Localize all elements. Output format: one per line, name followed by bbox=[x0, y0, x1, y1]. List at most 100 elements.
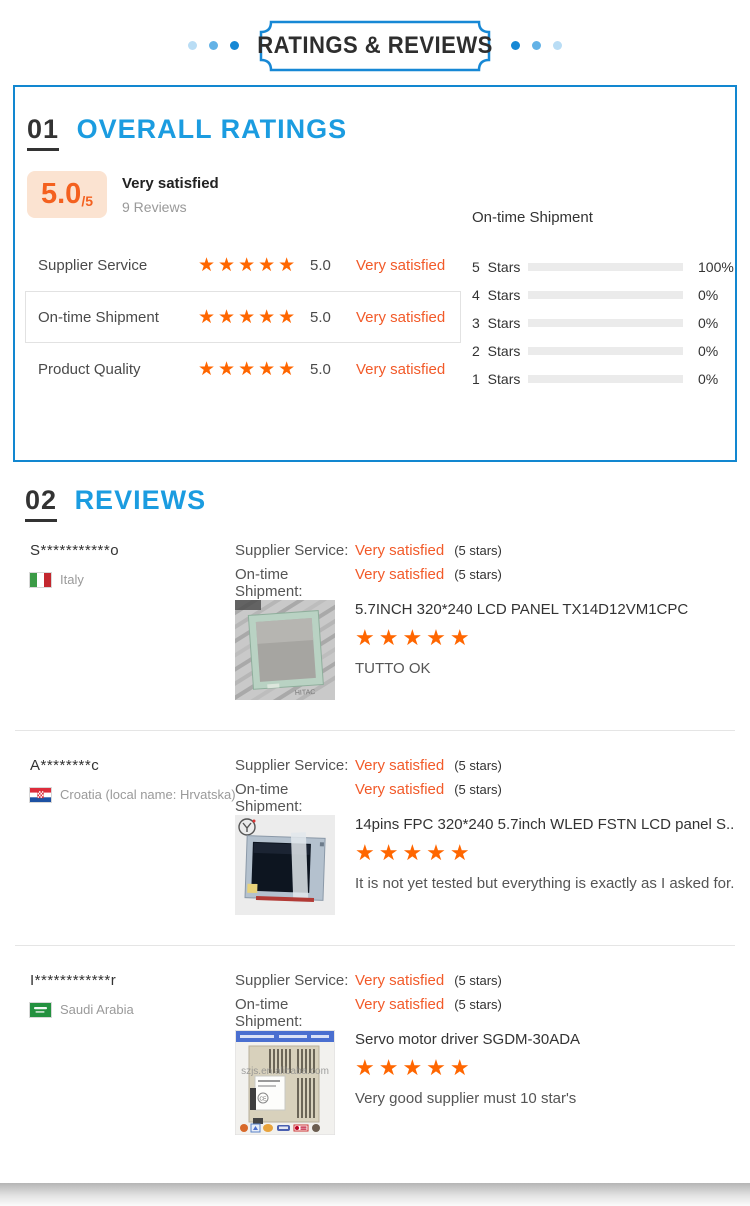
dist-percent: 100% bbox=[698, 259, 734, 275]
distribution-row-4: 4 Stars 0% bbox=[472, 281, 734, 309]
score-value: 5.0 bbox=[40, 178, 82, 210]
product-photo-lcd-panel[interactable]: HITAC bbox=[235, 600, 335, 700]
review-comment: It is not yet tested but everything is e… bbox=[355, 875, 735, 892]
overall-score-badge: 5.0 /5 bbox=[27, 171, 107, 218]
dist-bar-track bbox=[528, 263, 683, 271]
section-name: OVERALL RATINGS bbox=[76, 114, 348, 144]
dist-percent: 0% bbox=[698, 287, 719, 303]
rating-label: On-time Shipment: bbox=[235, 566, 303, 600]
dot-icon bbox=[532, 41, 541, 50]
star-distribution-panel: On-time Shipment 5 Stars 100% 4 Stars 0%… bbox=[472, 209, 734, 393]
review-item: A********c Croatia (local name: Hrvatska… bbox=[15, 731, 735, 946]
star-rating-icons: ★★★★★ bbox=[198, 254, 299, 276]
reviewer-country-row: Saudi Arabia bbox=[29, 1001, 235, 1018]
product-info: 5.7INCH 320*240 LCD PANEL TX14D12VM1CPC … bbox=[355, 600, 688, 700]
bottom-gradient-bar bbox=[0, 1183, 750, 1206]
overall-score-row: 5.0 /5 Very satisfied 9 Reviews bbox=[27, 171, 735, 218]
rating-label: On-time Shipment: bbox=[235, 781, 303, 815]
distribution-row-2: 2 Stars 0% bbox=[472, 337, 734, 365]
reviewed-product: 14pins FPC 320*240 5.7inch WLED FSTN LCD… bbox=[235, 815, 735, 915]
metric-verdict: Very satisfied bbox=[356, 360, 446, 378]
overall-ratings-panel: 01 OVERALL RATINGS 5.0 /5 Very satisfied… bbox=[13, 85, 737, 462]
distribution-row-5: 5 Stars 100% bbox=[472, 253, 734, 281]
product-photo-servo-driver[interactable]: CE szjs.en.alibaba.com bbox=[235, 1030, 335, 1135]
product-info: Servo motor driver SGDM-30ADA ★★★★★ Very… bbox=[355, 1030, 580, 1135]
dist-percent: 0% bbox=[698, 343, 719, 359]
review-body: Supplier Service: Very satisfied (5 star… bbox=[235, 542, 735, 700]
distribution-row-3: 3 Stars 0% bbox=[472, 309, 734, 337]
reviewer-name: I************r bbox=[30, 972, 117, 989]
supplier-service-line: Supplier Service: Very satisfied (5 star… bbox=[235, 972, 735, 996]
dist-bar-track bbox=[528, 347, 683, 355]
dist-percent: 0% bbox=[698, 371, 719, 387]
product-photo-lcd-module[interactable] bbox=[235, 815, 335, 915]
right-dots-decoration bbox=[511, 41, 562, 50]
italy-flag-icon bbox=[29, 571, 52, 588]
supplier-service-line: Supplier Service: Very satisfied (5 star… bbox=[235, 757, 735, 781]
product-title-link[interactable]: 5.7INCH 320*240 LCD PANEL TX14D12VM1CPC bbox=[355, 601, 689, 618]
reviewer-country: Italy bbox=[60, 572, 84, 587]
servo-driver-image-icon: CE szjs.en.alibaba.com bbox=[235, 1030, 335, 1135]
metric-score: 5.0 bbox=[310, 308, 331, 326]
distribution-title: On-time Shipment bbox=[472, 209, 593, 226]
dot-icon bbox=[230, 41, 239, 50]
lcd-module-image-icon bbox=[235, 815, 335, 915]
rating-label: On-time Shipment: bbox=[235, 996, 303, 1030]
dist-label: 5 Stars bbox=[472, 259, 521, 275]
metric-verdict: Very satisfied bbox=[356, 308, 446, 326]
reviewer-country-row: Croatia (local name: Hrvatska) bbox=[29, 786, 236, 803]
rating-value: Very satisfied bbox=[355, 542, 445, 559]
lcd-panel-image-icon: HITAC bbox=[235, 600, 335, 700]
product-title-link[interactable]: Servo motor driver SGDM-30ADA bbox=[355, 1031, 581, 1048]
rating-value: Very satisfied bbox=[355, 972, 445, 989]
metric-verdict: Very satisfied bbox=[356, 256, 446, 274]
ontime-shipment-line: On-time Shipment: Very satisfied (5 star… bbox=[235, 781, 735, 815]
rating-value: Very satisfied bbox=[355, 781, 445, 798]
distribution-row-1: 1 Stars 0% bbox=[472, 365, 734, 393]
review-comment: TUTTO OK bbox=[355, 660, 431, 677]
left-dots-decoration bbox=[188, 41, 239, 50]
section-header-ribbon: RATINGS & REVIEWS bbox=[0, 0, 750, 85]
photo-watermark: szjs.en.alibaba.com bbox=[241, 1066, 329, 1077]
metric-score: 5.0 bbox=[310, 256, 331, 274]
ontime-shipment-line: On-time Shipment: Very satisfied (5 star… bbox=[235, 996, 735, 1030]
dist-label: 2 Stars bbox=[472, 343, 521, 359]
review-comment: Very good supplier must 10 star's bbox=[355, 1090, 577, 1107]
product-info: 14pins FPC 320*240 5.7inch WLED FSTN LCD… bbox=[355, 815, 735, 915]
plaque-border-icon bbox=[259, 20, 491, 71]
reviewer-info: A********c Croatia (local name: Hrvatska… bbox=[15, 757, 236, 915]
score-denominator: /5 bbox=[81, 192, 93, 209]
reviews-heading: 02 REVIEWS bbox=[25, 484, 735, 522]
metric-label: On-time Shipment bbox=[38, 308, 159, 326]
metric-label: Supplier Service bbox=[38, 256, 148, 274]
reviewed-product: HITAC 5.7INCH 320*240 LCD PANEL TX14D12V… bbox=[235, 600, 735, 700]
rating-label: Supplier Service: bbox=[235, 542, 349, 559]
metrics-table: Supplier Service ★★★★★ 5.0 Very satisfie… bbox=[25, 239, 461, 395]
rating-note: (5 stars) bbox=[454, 997, 502, 1012]
score-verdict: Very satisfied bbox=[122, 175, 219, 192]
rating-label: Supplier Service: bbox=[235, 757, 349, 774]
dist-percent: 0% bbox=[698, 315, 719, 331]
dist-label: 1 Stars bbox=[472, 371, 521, 387]
section-name: REVIEWS bbox=[74, 485, 207, 515]
distribution-rows: 5 Stars 100% 4 Stars 0% 3 Stars 0% 2 Sta… bbox=[472, 253, 734, 393]
reviewer-country: Croatia (local name: Hrvatska) bbox=[60, 787, 236, 802]
section-number: 01 bbox=[27, 114, 60, 151]
ontime-shipment-line: On-time Shipment: Very satisfied (5 star… bbox=[235, 566, 735, 600]
section-number: 02 bbox=[25, 485, 58, 522]
reviewed-product: CE szjs.en.alibaba.com bbox=[235, 1030, 735, 1135]
score-meta: Very satisfied 9 Reviews bbox=[122, 171, 219, 218]
star-rating-icons: ★★★★★ bbox=[198, 306, 299, 328]
rating-note: (5 stars) bbox=[454, 543, 502, 558]
product-title-link[interactable]: 14pins FPC 320*240 5.7inch WLED FSTN LCD… bbox=[355, 816, 735, 833]
review-item: I************r Saudi Arabia Supplier Ser… bbox=[15, 946, 735, 1135]
dot-icon bbox=[188, 41, 197, 50]
reviewer-info: I************r Saudi Arabia bbox=[15, 972, 235, 1135]
badge-icons bbox=[240, 1123, 320, 1133]
review-star-icons: ★★★★★ bbox=[355, 625, 474, 650]
rating-label: Supplier Service: bbox=[235, 972, 349, 989]
rating-note: (5 stars) bbox=[454, 782, 502, 797]
supplier-service-line: Supplier Service: Very satisfied (5 star… bbox=[235, 542, 735, 566]
reviewer-info: S***********o Italy bbox=[15, 542, 235, 700]
review-body: Supplier Service: Very satisfied (5 star… bbox=[235, 972, 735, 1135]
